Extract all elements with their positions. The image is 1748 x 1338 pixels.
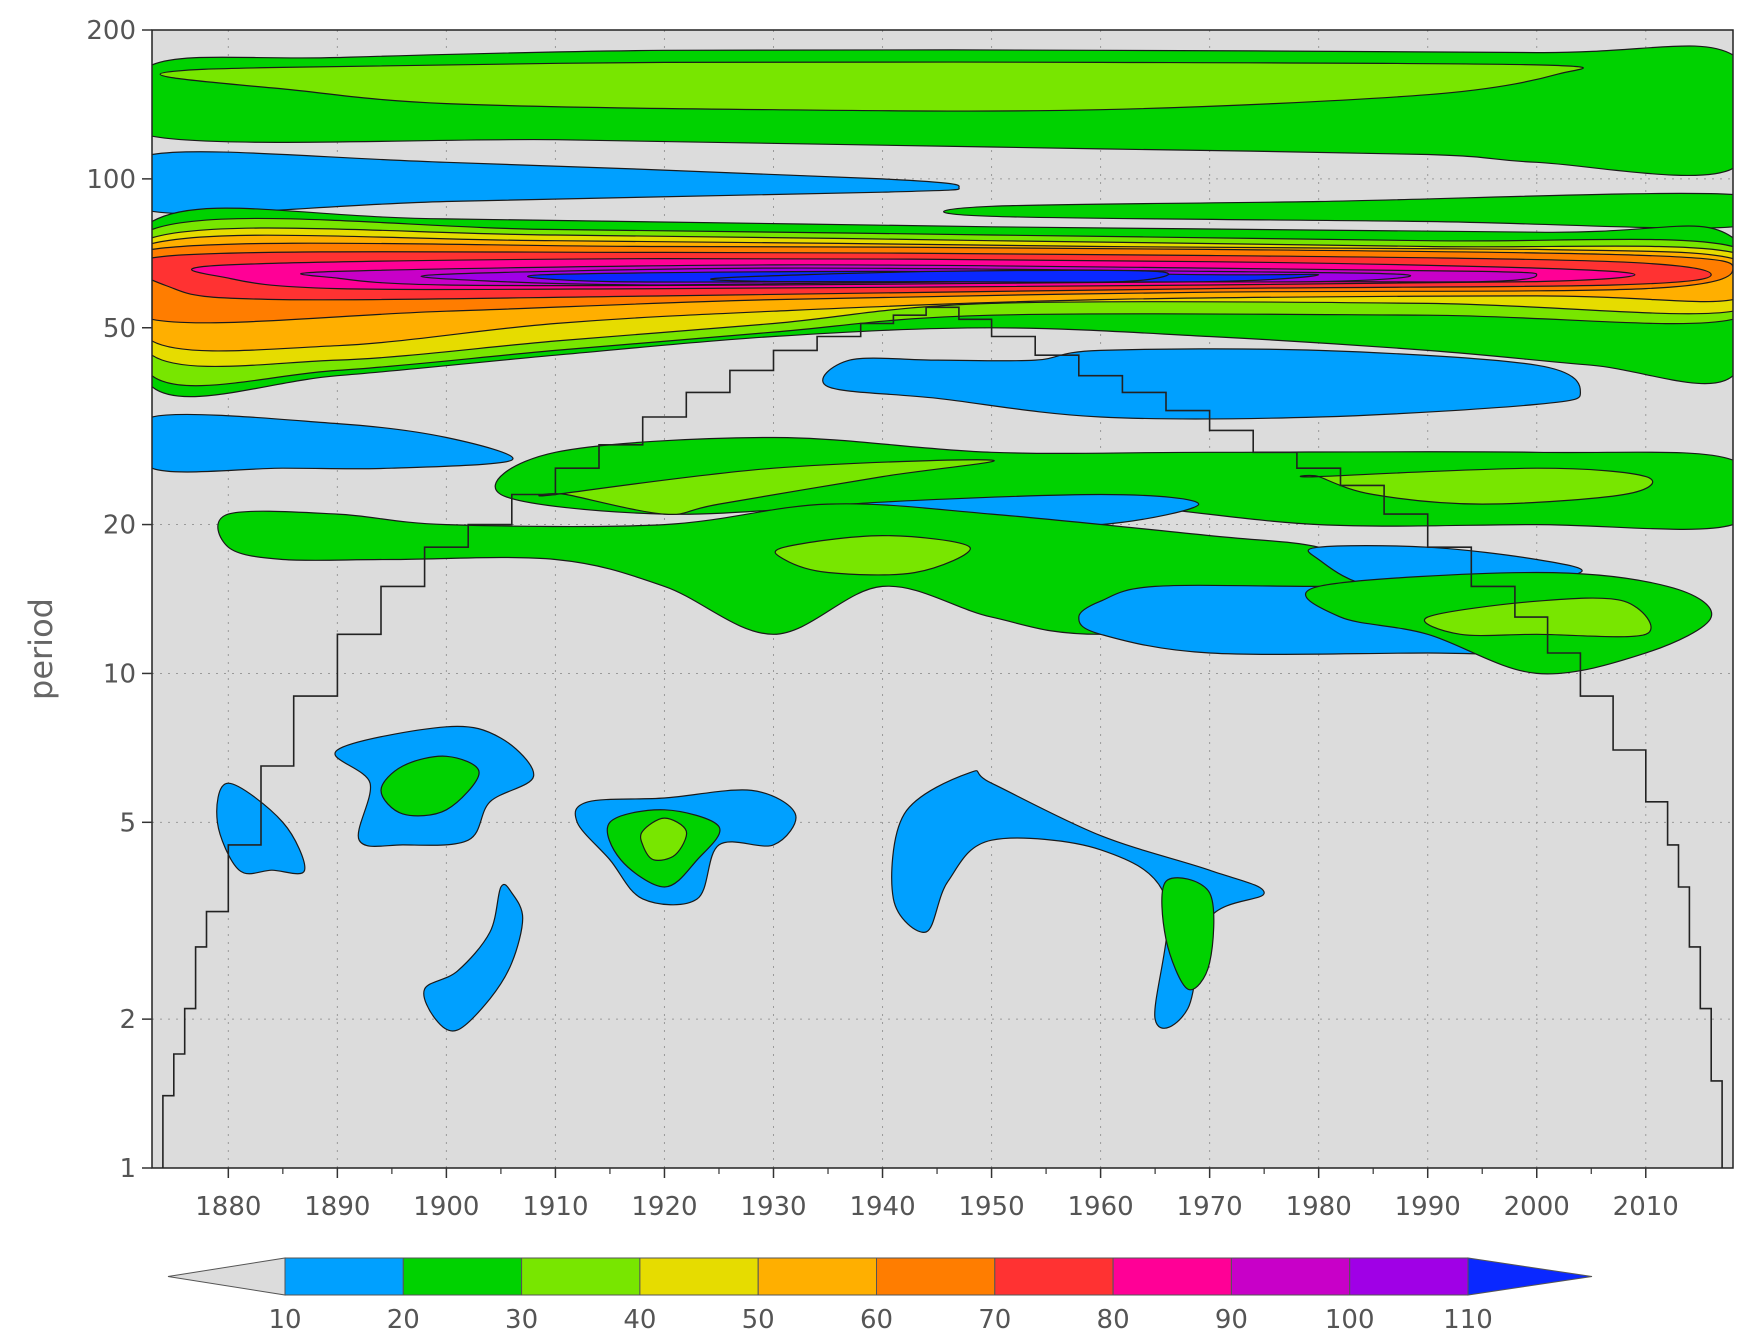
- colorbar-bin: [1230, 1257, 1351, 1296]
- x-tick-label: 2000: [1504, 1192, 1570, 1222]
- contour-region-120-14: [710, 269, 1170, 283]
- contour-region-20-3: [943, 192, 1733, 229]
- contour-region-20-29: [380, 755, 480, 817]
- contour-region-10-30: [423, 883, 524, 1032]
- colorbar-label: 10: [268, 1305, 301, 1335]
- colorbar-bin: [521, 1257, 641, 1296]
- y-tick-label: 20: [103, 511, 136, 541]
- colorbar-label: 40: [623, 1305, 656, 1335]
- y-tick-label: 2: [119, 1005, 136, 1035]
- x-tick-label: 2010: [1613, 1192, 1679, 1222]
- colorbar: 10 20 30 40 50 60 70 80 90 100 110: [167, 1257, 1593, 1335]
- x-tick-label: 1960: [1068, 1192, 1134, 1222]
- colorbar-over-arrow: [1467, 1257, 1593, 1296]
- y-tick-label: 200: [86, 16, 136, 46]
- coi-line: [162, 306, 1723, 1168]
- colorbar-label: 60: [860, 1305, 893, 1335]
- colorbar-label: 100: [1325, 1305, 1375, 1335]
- x-tick-label: 1900: [413, 1192, 479, 1222]
- y-tick-label: 1: [119, 1154, 136, 1184]
- contour-region-10-34: [891, 770, 1265, 1029]
- x-tick-label: 1910: [522, 1192, 588, 1222]
- colorbar-bin: [876, 1257, 996, 1296]
- x-tick-label: 1930: [740, 1192, 806, 1222]
- contour-region-30-19: [1299, 467, 1654, 505]
- colorbar-bin: [994, 1257, 1114, 1296]
- y-tick-label: 50: [103, 314, 136, 344]
- contour-region-10-15: [152, 413, 514, 473]
- colorbar-under-arrow: [167, 1257, 286, 1296]
- colorbar-bin: [1112, 1257, 1232, 1296]
- plot-frame: [151, 29, 1734, 1169]
- x-tick-label: 1940: [849, 1192, 915, 1222]
- cone-of-influence: [162, 306, 1723, 1168]
- x-tick-label: 1890: [304, 1192, 370, 1222]
- colorbar-label: 110: [1443, 1305, 1493, 1335]
- y-tick-label: 100: [86, 165, 136, 195]
- contour-layer: [152, 45, 1733, 1032]
- colorbar-bin: [1349, 1257, 1469, 1296]
- colorbar-label: 80: [1097, 1305, 1130, 1335]
- y-tick-label: 10: [103, 659, 136, 689]
- x-tick-label: 1880: [195, 1192, 261, 1222]
- x-tick-label: 1980: [1286, 1192, 1352, 1222]
- colorbar-bin: [402, 1257, 523, 1296]
- contour-region-30-22: [774, 534, 971, 576]
- contour-region-30-33: [639, 817, 688, 861]
- contour-region-20-35: [1161, 877, 1215, 991]
- contour-region-10-16: [822, 348, 1582, 420]
- colorbar-label: 30: [505, 1305, 538, 1335]
- x-tick-label: 1970: [1177, 1192, 1243, 1222]
- y-axis-title: period: [22, 598, 60, 700]
- colorbar-bin: [639, 1257, 759, 1296]
- axes: 1880 1890 1900 1910 1920 1930 1940 1950 1960 1970…: [86, 16, 1734, 1222]
- x-tick-label: 1990: [1395, 1192, 1461, 1222]
- colorbar-bin: [757, 1257, 878, 1296]
- colorbar-label: 90: [1215, 1305, 1248, 1335]
- contour-region-30-1: [159, 61, 1584, 112]
- x-tick-label: 1920: [631, 1192, 697, 1222]
- contour-region-30-18: [538, 459, 995, 515]
- colorbar-label: 70: [978, 1305, 1011, 1335]
- colorbar-label: 20: [387, 1305, 420, 1335]
- y-tick-label: 5: [119, 808, 136, 838]
- colorbar-label: 50: [742, 1305, 775, 1335]
- x-tick-label: 1950: [958, 1192, 1024, 1222]
- colorbar-bin: [284, 1257, 404, 1296]
